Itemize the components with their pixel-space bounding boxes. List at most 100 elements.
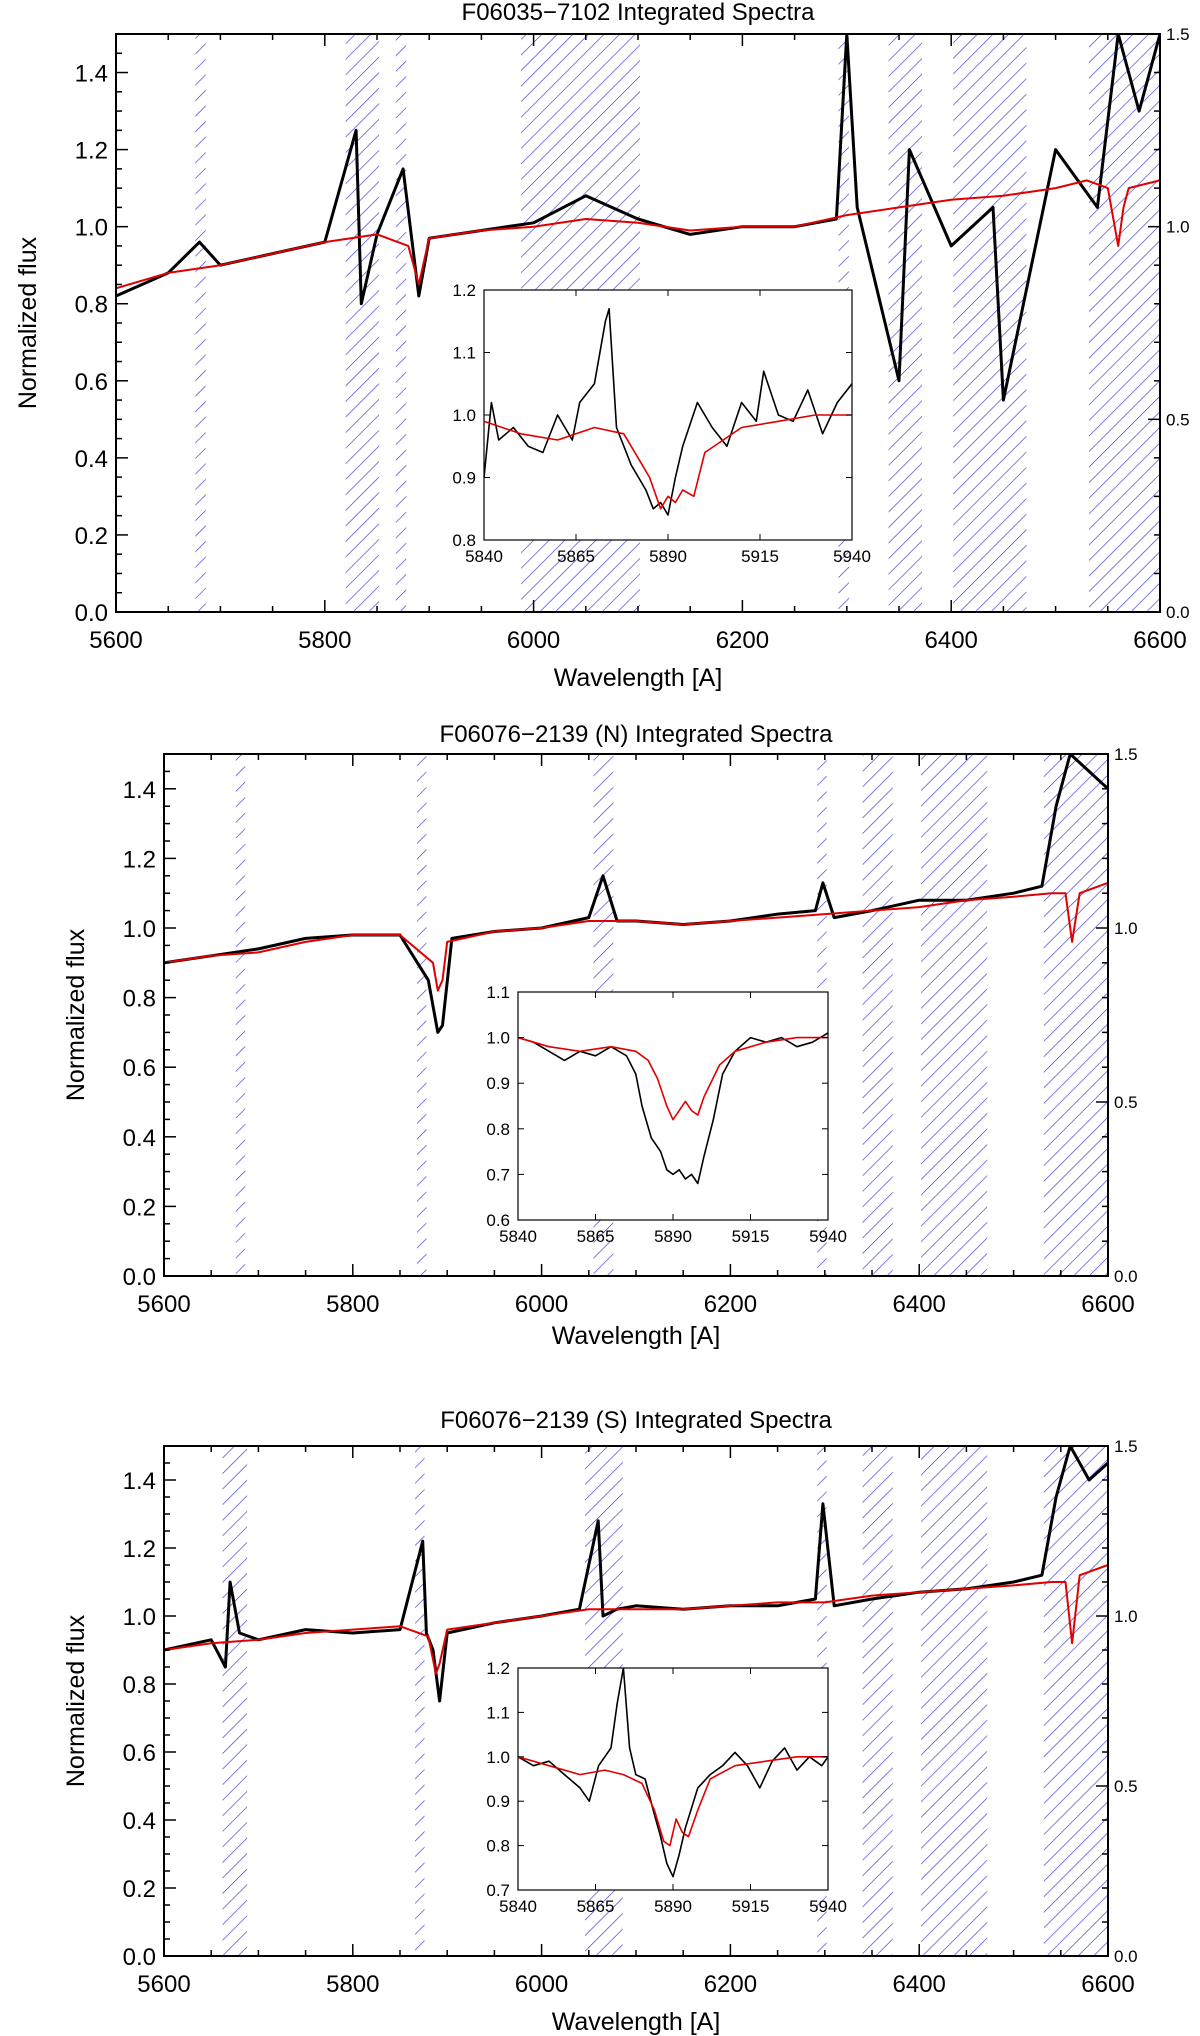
y-tick-label: 0.4: [123, 1808, 156, 1835]
chart-title: F06076−2139 (N) Integrated Spectra: [440, 721, 834, 748]
inset-x-tick-label: 5865: [577, 1897, 615, 1916]
inset-y-tick-label: 1.1: [486, 983, 510, 1002]
y-tick-label: 0.4: [123, 1125, 156, 1152]
masked-region: [345, 34, 380, 612]
x-tick-label: 6600: [1133, 627, 1186, 654]
masked-region: [416, 754, 427, 1276]
x-tick-label: 6400: [925, 627, 978, 654]
inset-series-model: [518, 1756, 828, 1847]
inset-series-model: [484, 414, 852, 510]
right-y-tick-label: 1.0: [1114, 919, 1138, 938]
inset-y-tick-label: 1.2: [486, 1659, 510, 1678]
x-tick-label: 6200: [704, 1971, 757, 1998]
inset-x-tick-label: 5890: [649, 547, 687, 566]
inset-y-tick-label: 1.0: [486, 1029, 510, 1048]
x-axis-label: Wavelength [A]: [552, 2008, 721, 2036]
inset-x-tick-label: 5915: [732, 1897, 770, 1916]
x-tick-label: 6200: [716, 627, 769, 654]
inset-x-tick-label: 5890: [654, 1897, 692, 1916]
inset-frame: [517, 991, 829, 1221]
x-tick-label: 6000: [515, 1291, 568, 1318]
inset-y-tick-label: 0.8: [486, 1837, 510, 1856]
masked-region: [222, 1446, 248, 1956]
y-axis-label: Normalized flux: [62, 928, 90, 1101]
inset-y-tick-label: 1.0: [452, 406, 476, 425]
masked-region: [862, 754, 893, 1276]
inset-series-observed: [484, 307, 852, 516]
y-axis-label: Normalized flux: [14, 236, 42, 409]
masked-region: [1043, 754, 1108, 1276]
series-model: [164, 881, 1108, 992]
x-tick-label: 5800: [298, 627, 351, 654]
inset-x-tick-label: 5840: [499, 1897, 537, 1916]
inset-frame: [517, 1667, 829, 1891]
chart-panel: 5840 5865 5890 5915 5940 0.6 0.7 0.8 0.9 1.0 1.1 56…: [62, 721, 1138, 1350]
masked-region: [415, 1446, 425, 1956]
inset-y-tick-label: 1.1: [452, 344, 476, 363]
right-y-tick-label: 0.5: [1114, 1093, 1138, 1112]
y-tick-label: 0.8: [123, 1672, 156, 1699]
inset-x-tick-label: 5865: [577, 1227, 615, 1246]
inset-x-tick-label: 5940: [809, 1227, 847, 1246]
x-tick-label: 6000: [515, 1971, 568, 1998]
inset-y-tick-label: 0.8: [486, 1120, 510, 1139]
right-y-tick-label: 1.0: [1166, 218, 1190, 237]
x-tick-label: 6000: [507, 627, 560, 654]
inset-x-tick-label: 5865: [557, 547, 595, 566]
y-tick-label: 0.6: [75, 369, 108, 396]
inset-y-tick-label: 0.8: [452, 531, 476, 550]
masked-region: [395, 34, 407, 612]
x-tick-label: 5600: [137, 1971, 190, 1998]
inset-x-tick-label: 5915: [732, 1227, 770, 1246]
x-tick-label: 5600: [89, 627, 142, 654]
y-tick-label: 1.4: [123, 777, 156, 804]
right-y-tick-label: 0.0: [1166, 603, 1190, 622]
inset-y-tick-label: 1.1: [486, 1703, 510, 1722]
right-y-tick-label: 0.5: [1166, 410, 1190, 429]
inset-x-tick-label: 5940: [809, 1897, 847, 1916]
y-tick-label: 1.2: [75, 138, 108, 165]
inset-y-tick-label: 0.9: [486, 1074, 510, 1093]
y-tick-label: 1.4: [75, 61, 108, 88]
y-tick-label: 0.0: [123, 1944, 156, 1971]
inset-y-tick-label: 0.6: [486, 1211, 510, 1230]
masked-region: [862, 1446, 893, 1956]
inset-y-tick-label: 1.2: [452, 281, 476, 300]
chart-panel: 5840 5865 5890 5915 5940 0.7 0.8 0.9 1.0 1.1 1.2 56…: [62, 1407, 1138, 2036]
x-tick-label: 5800: [326, 1971, 379, 1998]
x-tick-label: 6200: [704, 1291, 757, 1318]
series-model: [116, 179, 1160, 290]
x-tick-label: 5800: [326, 1291, 379, 1318]
inset-x-tick-label: 5940: [833, 547, 871, 566]
y-tick-label: 1.2: [123, 846, 156, 873]
x-axis-label: Wavelength [A]: [554, 664, 723, 692]
y-tick-label: 1.4: [123, 1468, 156, 1495]
x-tick-label: 6400: [893, 1291, 946, 1318]
masked-region: [1043, 1446, 1108, 1956]
chart-title: F06035−7102 Integrated Spectra: [462, 0, 816, 26]
x-axis-label: Wavelength [A]: [552, 1322, 721, 1350]
inset-x-tick-label: 5840: [465, 547, 503, 566]
x-tick-label: 6600: [1081, 1971, 1134, 1998]
x-tick-label: 6600: [1081, 1291, 1134, 1318]
masked-region: [1089, 34, 1160, 612]
x-tick-label: 6400: [893, 1971, 946, 1998]
y-tick-label: 0.4: [75, 446, 108, 473]
masked-region: [921, 1446, 988, 1956]
y-tick-label: 0.6: [123, 1055, 156, 1082]
y-tick-label: 0.6: [123, 1740, 156, 1767]
y-tick-label: 1.0: [123, 916, 156, 943]
inset-series-observed: [518, 1032, 828, 1185]
masked-region: [235, 754, 246, 1276]
right-y-tick-label: 0.5: [1114, 1777, 1138, 1796]
inset-x-tick-label: 5840: [499, 1227, 537, 1246]
inset-y-tick-label: 0.9: [486, 1792, 510, 1811]
masked-region: [195, 34, 206, 612]
y-tick-label: 1.2: [123, 1536, 156, 1563]
y-tick-label: 0.0: [75, 600, 108, 627]
inset-frame: [483, 289, 853, 541]
series-model: [164, 1564, 1108, 1675]
y-tick-label: 1.0: [123, 1604, 156, 1631]
y-tick-label: 0.2: [123, 1194, 156, 1221]
